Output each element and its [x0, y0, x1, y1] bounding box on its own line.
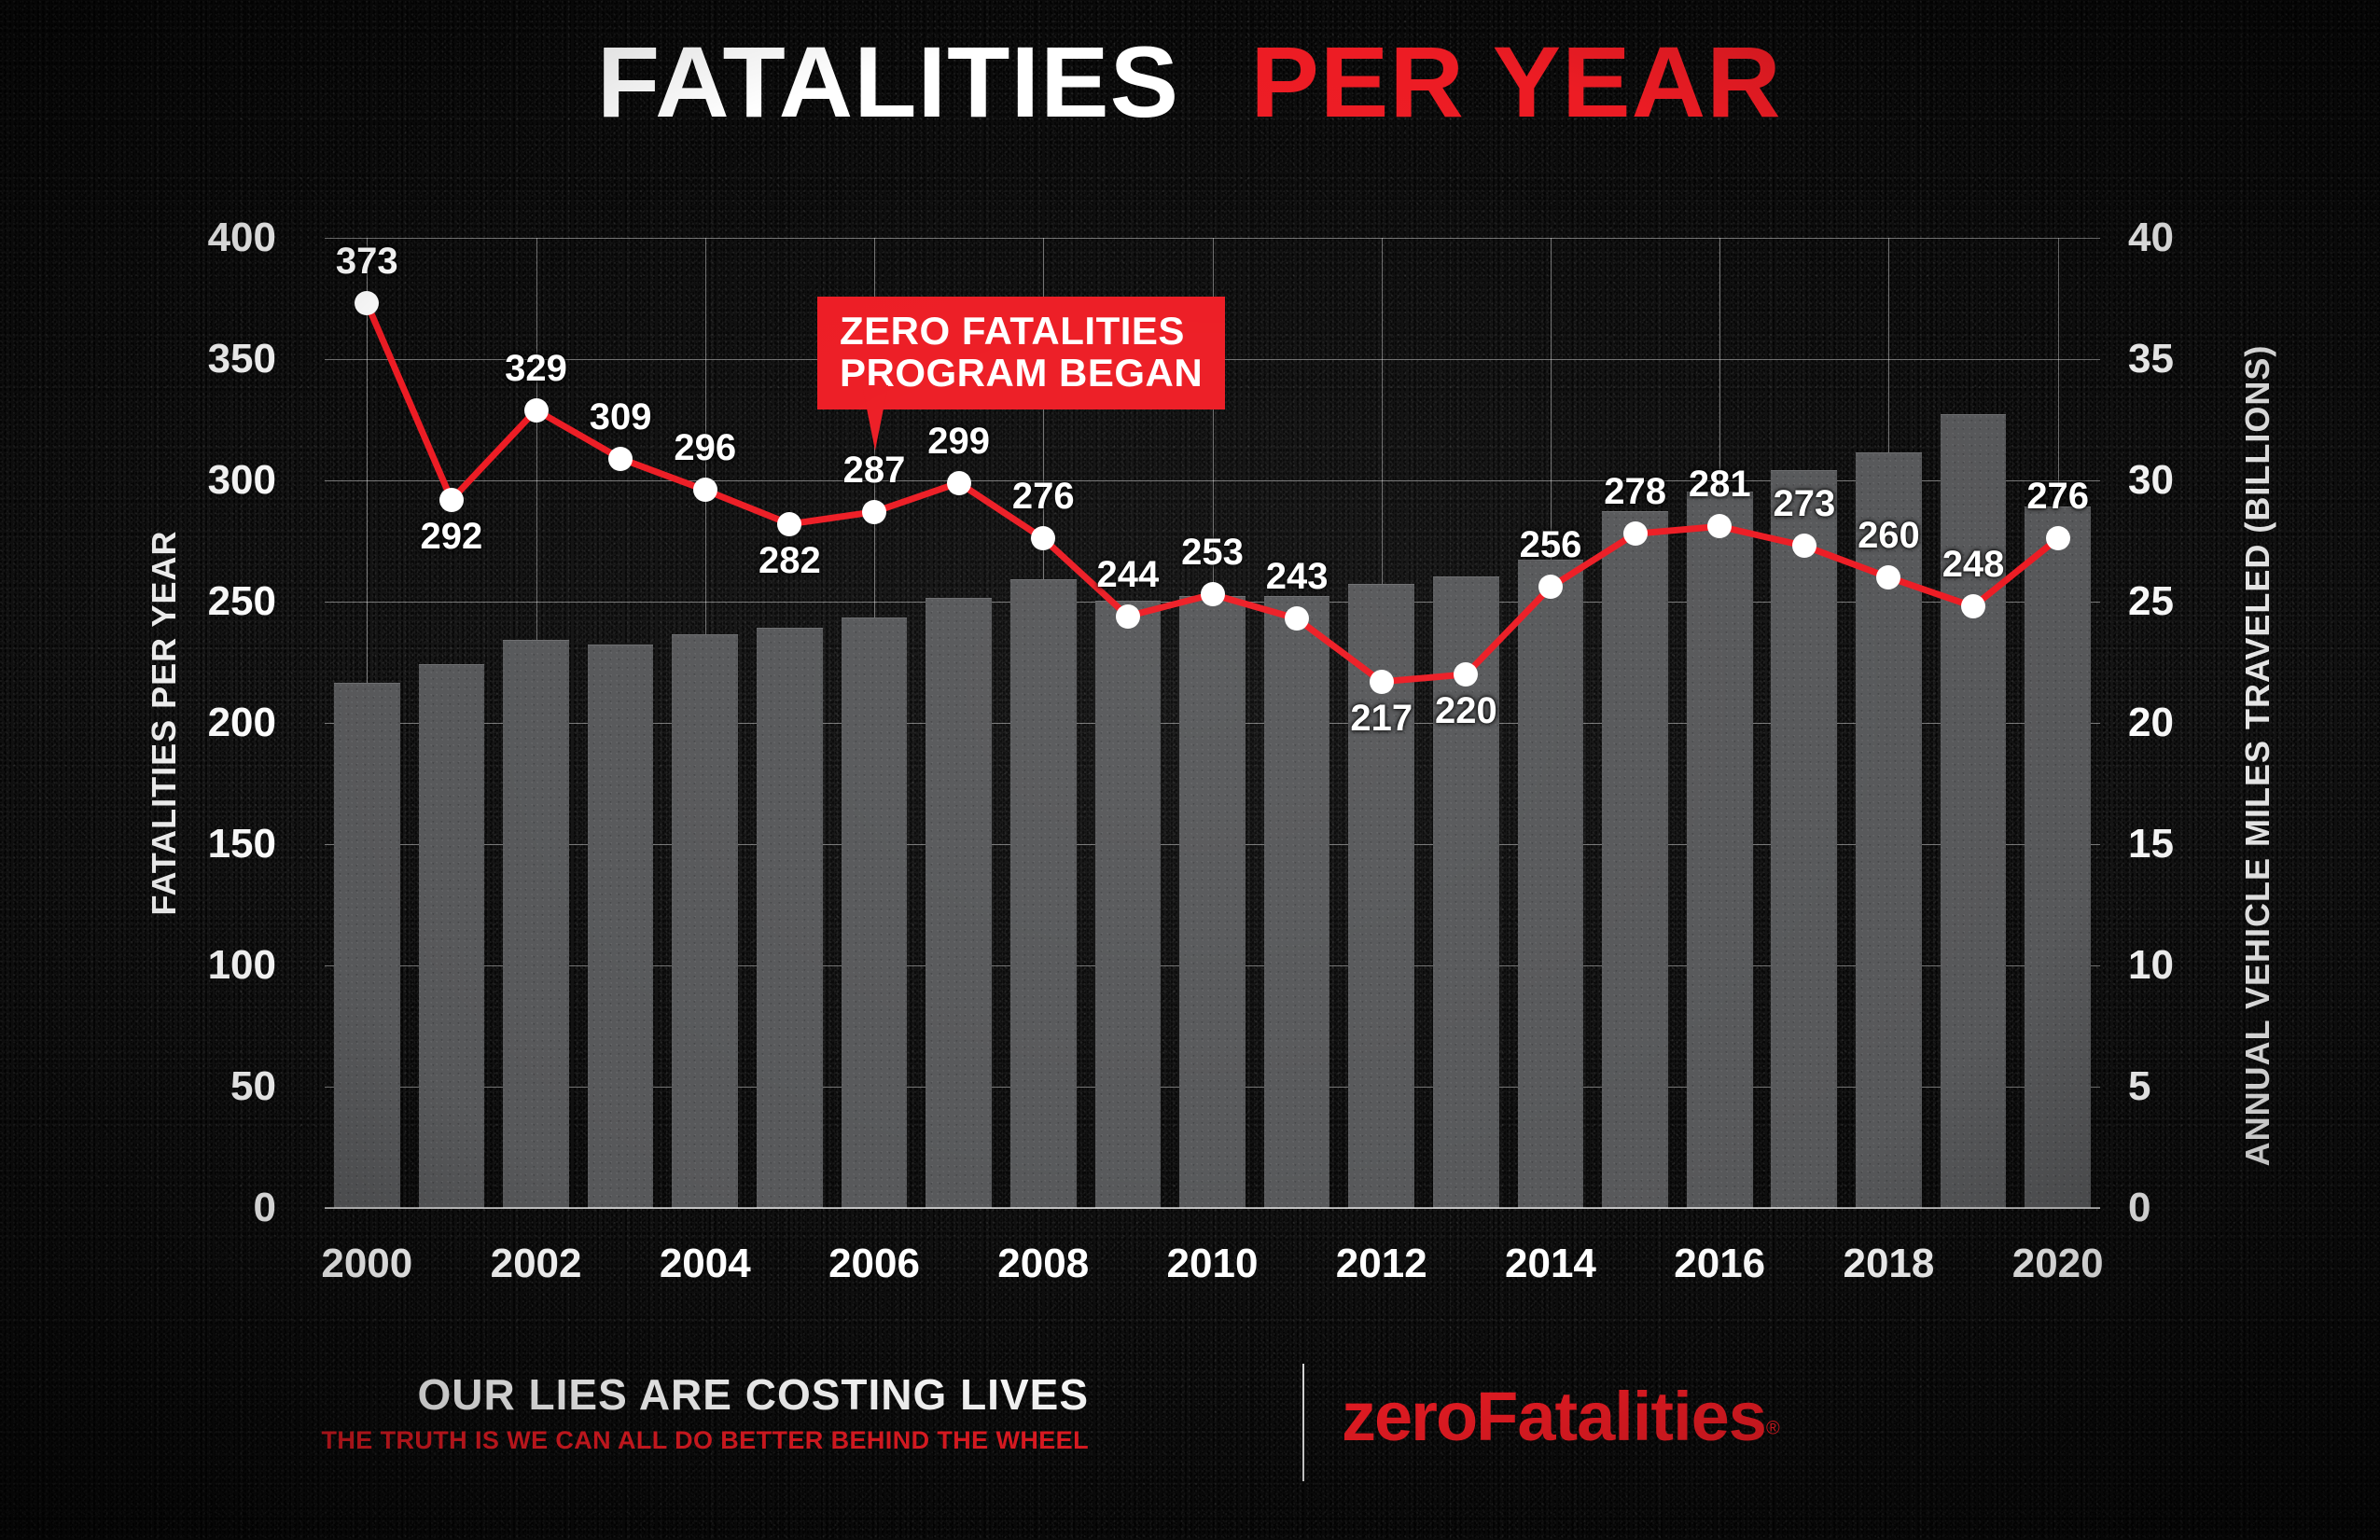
x-tick-2020: 2020 — [2011, 1241, 2104, 1286]
data-label-2004: 296 — [674, 427, 737, 469]
title-part-per-year: PER YEAR — [1250, 25, 1783, 138]
line-marker-2007 — [946, 470, 971, 495]
left-tick-250: 250 — [207, 578, 276, 624]
left-tick-150: 150 — [207, 821, 276, 867]
left-axis-title: FATALITIES PER YEAR — [145, 530, 183, 916]
callout-pointer — [862, 385, 888, 451]
data-label-2017: 273 — [1773, 483, 1836, 525]
left-tick-50: 50 — [230, 1063, 276, 1109]
zero-fatalities-logo: zeroFatalities® — [1342, 1377, 1780, 1456]
line-marker-2020 — [2045, 526, 2070, 551]
right-tick-25: 25 — [2128, 578, 2174, 624]
line-marker-2001 — [438, 487, 464, 512]
right-tick-35: 35 — [2128, 336, 2174, 382]
data-label-2015: 278 — [1604, 471, 1666, 513]
data-label-2012: 217 — [1350, 697, 1413, 739]
left-tick-0: 0 — [253, 1185, 276, 1230]
data-label-2014: 256 — [1519, 524, 1582, 566]
data-label-2016: 281 — [1688, 464, 1751, 506]
line-marker-2004 — [692, 478, 717, 503]
line-marker-2002 — [523, 397, 549, 423]
x-tick-2010: 2010 — [1166, 1241, 1259, 1286]
page-title: FATALITIES PER YEAR — [0, 32, 2380, 132]
right-tick-30: 30 — [2128, 457, 2174, 503]
logo-word-fatalities: Fatalities — [1476, 1378, 1767, 1455]
data-label-2005: 282 — [759, 539, 821, 581]
left-tick-300: 300 — [207, 457, 276, 503]
data-label-2000: 373 — [335, 241, 398, 283]
x-tick-2012: 2012 — [1335, 1241, 1427, 1286]
footer: OUR LIES ARE COSTING LIVES THE TRUTH IS … — [0, 1364, 2380, 1483]
title-part-fatalities: FATALITIES — [597, 25, 1180, 138]
callout-line-2: PROGRAM BEGAN — [840, 351, 1204, 395]
right-tick-20: 20 — [2128, 700, 2174, 745]
right-axis-title: ANNUAL VEHICLE MILES TRAVELED (BILLIONS) — [2238, 344, 2276, 1167]
data-label-2002: 329 — [505, 347, 567, 389]
line-marker-2010 — [1200, 582, 1225, 607]
line-marker-2006 — [862, 499, 887, 524]
x-axis-line — [325, 1207, 2100, 1209]
x-tick-2016: 2016 — [1674, 1241, 1766, 1286]
right-tick-0: 0 — [2128, 1185, 2151, 1230]
data-label-2018: 260 — [1858, 515, 1920, 556]
line-marker-2003 — [608, 446, 633, 471]
left-tick-350: 350 — [207, 336, 276, 382]
line-marker-2012 — [1369, 669, 1394, 694]
footer-slogan-block: OUR LIES ARE COSTING LIVES THE TRUTH IS … — [322, 1371, 1090, 1455]
data-label-2020: 276 — [2026, 476, 2090, 518]
data-label-2009: 244 — [1096, 553, 1160, 595]
footer-headline: OUR LIES ARE COSTING LIVES — [417, 1370, 1089, 1419]
x-tick-2014: 2014 — [1505, 1241, 1596, 1286]
x-tick-2004: 2004 — [659, 1241, 751, 1286]
data-label-2003: 309 — [589, 395, 652, 437]
x-tick-2006: 2006 — [828, 1241, 920, 1286]
line-marker-2015 — [1622, 521, 1648, 547]
x-tick-2008: 2008 — [997, 1241, 1090, 1286]
right-tick-15: 15 — [2128, 821, 2174, 867]
footer-subline: THE TRUTH IS WE CAN ALL DO BETTER BEHIND… — [321, 1425, 1089, 1454]
line-marker-2009 — [1115, 604, 1140, 629]
data-label-2010: 253 — [1181, 532, 1244, 574]
callout-line-1: ZERO FATALITIES — [840, 309, 1185, 353]
line-marker-2005 — [777, 511, 802, 536]
data-label-2019: 248 — [1942, 544, 2005, 586]
left-tick-200: 200 — [207, 700, 276, 745]
right-tick-40: 40 — [2128, 215, 2174, 260]
data-label-2006: 287 — [842, 449, 906, 491]
logo-word-zero: zero — [1342, 1378, 1478, 1455]
right-tick-10: 10 — [2128, 942, 2174, 988]
right-tick-5: 5 — [2128, 1063, 2151, 1109]
left-tick-400: 400 — [207, 215, 276, 260]
x-tick-2002: 2002 — [490, 1241, 582, 1286]
line-marker-2017 — [1791, 534, 1816, 559]
footer-divider — [1302, 1364, 1304, 1481]
x-tick-2000: 2000 — [321, 1241, 413, 1286]
x-tick-2018: 2018 — [1843, 1241, 1935, 1286]
registered-trademark-icon: ® — [1765, 1418, 1780, 1439]
data-label-2001: 292 — [420, 515, 483, 557]
data-label-2008: 276 — [1011, 476, 1075, 518]
data-label-2011: 243 — [1265, 556, 1329, 598]
data-label-2013: 220 — [1434, 690, 1497, 731]
data-label-2007: 299 — [927, 420, 991, 462]
left-tick-100: 100 — [207, 942, 276, 988]
